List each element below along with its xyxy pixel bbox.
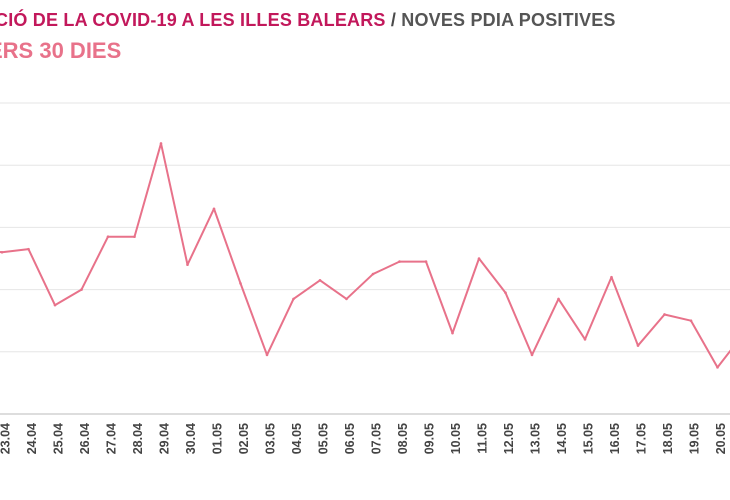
data-point[interactable] <box>530 353 534 357</box>
x-tick-label: 26.04 <box>78 423 92 454</box>
data-point[interactable] <box>583 338 587 341</box>
chart-title-separator: / <box>385 10 402 30</box>
data-point[interactable] <box>27 247 30 251</box>
data-point[interactable] <box>636 344 640 347</box>
x-tick-label: 02.05 <box>237 423 251 454</box>
data-point[interactable] <box>106 235 110 239</box>
data-point[interactable] <box>345 297 348 301</box>
x-tick-label: 11.05 <box>475 423 489 454</box>
x-tick-label: 14.05 <box>555 423 569 454</box>
x-tick-label: 29.04 <box>157 423 171 454</box>
series-layer <box>0 142 730 369</box>
data-point[interactable] <box>504 291 507 295</box>
data-point[interactable] <box>689 319 693 323</box>
data-point[interactable] <box>0 250 4 254</box>
series-line <box>0 142 730 369</box>
x-tick-label: 20.05 <box>714 423 728 454</box>
x-tick-label: 13.05 <box>528 423 542 454</box>
x-tick-label: 24.04 <box>25 423 39 454</box>
data-point[interactable] <box>53 303 57 307</box>
x-tick-label: 27.04 <box>104 423 118 454</box>
x-tick-label: 19.05 <box>687 423 701 454</box>
x-tick-label: 08.05 <box>396 423 410 454</box>
data-point[interactable] <box>371 272 375 276</box>
data-point[interactable] <box>292 297 295 301</box>
data-point[interactable] <box>186 263 189 267</box>
x-tick-label: 03.05 <box>263 423 277 454</box>
data-point[interactable] <box>424 260 428 263</box>
x-tick-label: 10.05 <box>449 423 463 454</box>
x-tick-label: 25.04 <box>51 423 65 454</box>
x-tick-label: 17.05 <box>634 423 648 454</box>
data-point[interactable] <box>557 297 560 301</box>
chart-title-sub: NOVES PDIA POSITIVES <box>401 10 616 30</box>
chart-title-main: CIÓ DE LA COVID-19 A LES ILLES BALEARS <box>0 10 386 30</box>
data-point[interactable] <box>239 282 242 285</box>
data-point[interactable] <box>663 313 666 316</box>
data-point[interactable] <box>451 331 454 335</box>
x-tick-label: 18.05 <box>661 423 675 454</box>
data-point[interactable] <box>80 288 83 291</box>
data-point[interactable] <box>477 257 481 260</box>
data-point[interactable] <box>265 353 269 357</box>
x-tick-label: 06.05 <box>343 423 357 454</box>
chart-title: CIÓ DE LA COVID-19 A LES ILLES BALEARS /… <box>0 10 616 31</box>
x-tick-label: 12.05 <box>502 423 516 454</box>
grid-layer <box>0 102 730 415</box>
x-tick-label: 15.05 <box>581 423 595 454</box>
x-tick-label: 16.05 <box>608 423 622 454</box>
data-point[interactable] <box>716 366 719 369</box>
x-tick-label: 30.04 <box>184 423 198 454</box>
data-point[interactable] <box>133 235 136 239</box>
data-point[interactable] <box>610 275 613 279</box>
x-tick-layer: 23.04 24.04 25.04 26.04 27.04 28.04 29.04 30.04… <box>0 423 728 454</box>
data-point[interactable] <box>159 142 163 145</box>
data-point[interactable] <box>398 260 401 263</box>
x-tick-label: 09.05 <box>422 423 436 454</box>
x-tick-label: 28.04 <box>131 423 145 454</box>
x-tick-label: 04.05 <box>290 423 304 454</box>
x-tick-label: 01.05 <box>210 423 224 454</box>
x-tick-label: 05.05 <box>316 423 330 454</box>
data-point[interactable] <box>318 278 322 282</box>
x-tick-label: 23.04 <box>0 423 12 454</box>
chart-subtitle: ERS 30 DIES <box>0 38 122 63</box>
data-point[interactable] <box>212 207 216 211</box>
x-tick-label: 07.05 <box>369 423 383 454</box>
